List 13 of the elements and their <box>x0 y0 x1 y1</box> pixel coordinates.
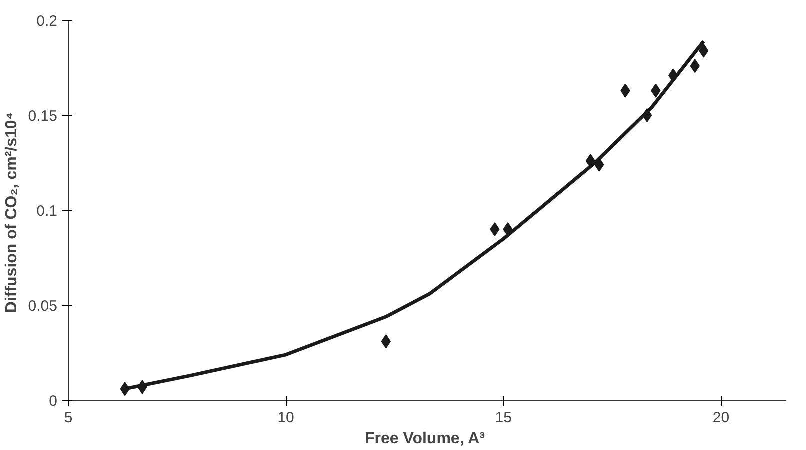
point <box>698 44 709 58</box>
point <box>490 222 500 236</box>
x-tick-label: 10 <box>278 410 294 426</box>
y-tick-label: 0 <box>49 393 58 410</box>
y-tick-label: 0.15 <box>28 108 58 125</box>
y-tick-label: 0.2 <box>36 13 58 30</box>
y-tick-label: 0.1 <box>36 203 58 220</box>
y-axis-title: Diffusion of CO₂, cm²/s10⁴ <box>3 112 20 314</box>
x-tick-label: 20 <box>712 410 730 426</box>
x-tick-label: 5 <box>64 410 73 426</box>
y-tick-label: 0.05 <box>28 298 58 315</box>
x-axis-title: Free Volume, A³ <box>364 430 485 448</box>
x-tick-label: 15 <box>495 410 512 426</box>
